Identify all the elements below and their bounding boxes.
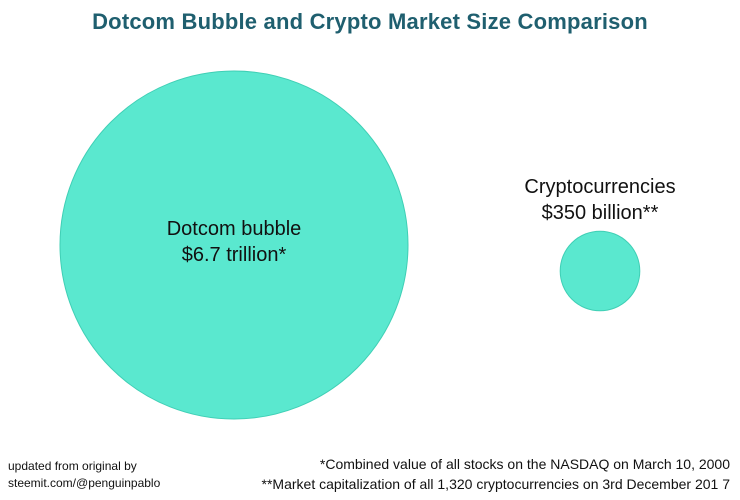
credit-note: updated from original by steemit.com/@pe… <box>8 458 160 492</box>
footnote-crypto: **Market capitalization of all 1,320 cry… <box>261 476 730 492</box>
dotcom-bubble-value: $6.7 trillion* <box>181 244 287 266</box>
crypto-bubble-name: Cryptocurrencies <box>524 176 676 198</box>
crypto-bubble-circle <box>559 230 641 312</box>
chart-title: Dotcom Bubble and Crypto Market Size Com… <box>92 9 648 34</box>
dotcom-bubble-name: Dotcom bubble <box>166 218 302 240</box>
credit-line-1: updated from original by <box>8 459 137 473</box>
footnotes: *Combined value of all stocks on the NAS… <box>262 454 730 494</box>
credit-line-2: steemit.com/@penguinpablo <box>8 476 161 490</box>
crypto-bubble-value: $350 billion** <box>541 202 659 224</box>
crypto-bubble-label: Cryptocurrencies $350 billion** <box>500 174 700 226</box>
dotcom-bubble-circle <box>59 70 409 420</box>
dotcom-bubble-label: Dotcom bubble $6.7 trillion* <box>134 216 334 268</box>
footnote-dotcom: *Combined value of all stocks on the NAS… <box>319 456 730 472</box>
